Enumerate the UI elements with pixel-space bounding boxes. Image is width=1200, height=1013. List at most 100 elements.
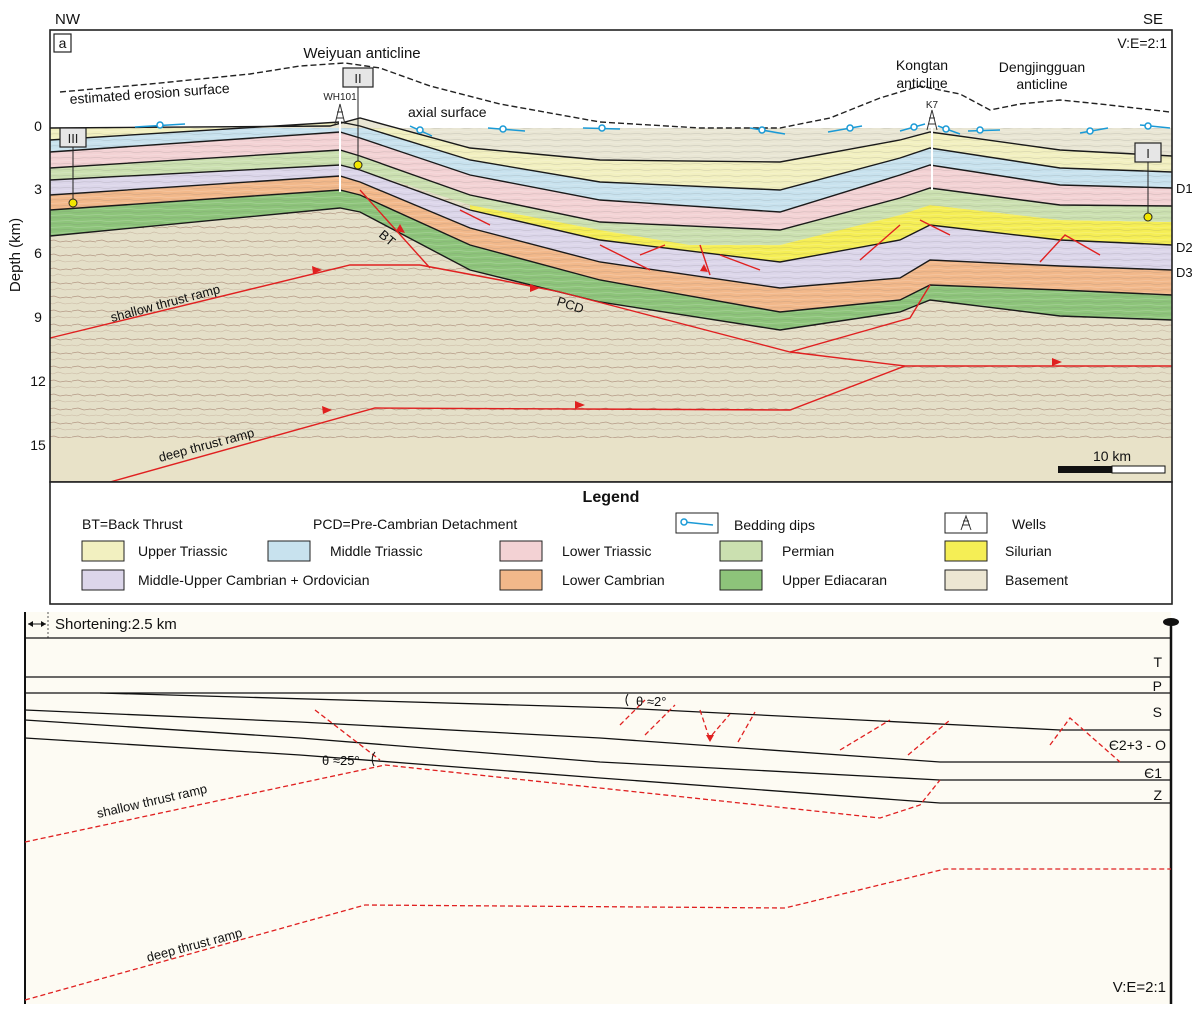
depth-axis-label: Depth (km) — [7, 218, 24, 292]
restored-deep-ramp — [24, 868, 1171, 1001]
marker-label-i: I — [1146, 146, 1150, 161]
nw-label: NW — [55, 11, 81, 28]
fault-lines — [49, 189, 1172, 483]
seismic-section-panel: WH101 K7 III II I Weiyuan anticline — [49, 11, 1193, 483]
theta-small-arc — [625, 693, 629, 707]
well-k7[interactable]: K7 — [926, 100, 939, 190]
legend-swatch-lower-triassic — [499, 540, 543, 562]
legend-wells: Wells — [944, 512, 1046, 534]
legend-label-basement: Basement — [1005, 572, 1068, 588]
panel-label-box — [53, 33, 72, 53]
scale-bar-label: 10 km — [1093, 448, 1131, 464]
restored-fault-arrow — [706, 735, 714, 742]
shallow-thrust-ramp-line — [49, 264, 420, 339]
unit-label-t: T — [1153, 654, 1162, 670]
well-wh101[interactable]: WH101 — [323, 92, 357, 192]
depth-tick-9: 9 — [34, 309, 42, 325]
restoration-panel: Shortening:2.5 km θ ≈2 — [24, 612, 1179, 1004]
legend-pcd-definition: PCD=Pre-Cambrian Detachment — [313, 516, 517, 532]
horizon-label-d2: D2 — [1176, 240, 1193, 255]
lower-basement-band — [50, 438, 1172, 482]
marker-ii[interactable]: II — [342, 67, 374, 170]
bedding-dip-symbols — [134, 121, 1171, 137]
well-label-wh101: WH101 — [323, 92, 357, 103]
pin-icon — [1163, 618, 1179, 626]
legend-bedding-dips: Bedding dips — [675, 512, 815, 534]
legend-label-permian: Permian — [782, 543, 834, 559]
panel-label: a — [59, 35, 67, 51]
horizon-label-d3: D3 — [1176, 265, 1193, 280]
legend-label-upper-ediacaran: Upper Ediacaran — [782, 572, 887, 588]
dengjingguan-label-line1: Dengjingguan — [999, 59, 1085, 75]
marker-label-ii: II — [354, 71, 361, 86]
restoration-ve-label: V:E=2:1 — [1113, 979, 1166, 996]
horizon-label-d1: D1 — [1176, 181, 1193, 196]
legend-label-silurian: Silurian — [1005, 543, 1052, 559]
legend-swatch-middle-upper-cambrian-ordovician — [81, 569, 125, 591]
fault-arrows — [312, 224, 1062, 414]
legend-swatch-basement — [944, 569, 988, 591]
dengjingguan-label-line2: anticline — [1016, 76, 1068, 92]
theta-large-label: θ ≈25° — [322, 753, 360, 768]
marker-point — [1143, 212, 1153, 222]
marker-i[interactable]: I — [1134, 142, 1162, 222]
shortening-arrow — [28, 621, 46, 627]
legend-bedding-dips-label: Bedding dips — [734, 517, 815, 533]
marker-label-iii: III — [68, 131, 79, 146]
well-icon — [334, 103, 346, 125]
scale-bar: 10 km — [1058, 448, 1166, 474]
theta-small-label: θ ≈2° — [636, 694, 666, 709]
marker-iii[interactable]: III — [59, 127, 87, 208]
legend-label-lower-cambrian: Lower Cambrian — [562, 572, 665, 588]
well-icon — [926, 109, 938, 131]
unit-label-c1: Є1 — [1144, 765, 1162, 781]
legend-swatch-lower-cambrian — [499, 569, 543, 591]
legend-label-middle-upper-cambrian-ordovician: Middle-Upper Cambrian + Ordovician — [138, 572, 370, 588]
pcd-line — [419, 264, 931, 353]
marker-point — [353, 160, 363, 170]
depth-tick-15: 15 — [30, 437, 46, 453]
marker-point — [68, 198, 78, 208]
legend-swatch-silurian — [944, 540, 988, 562]
well-label-k7: K7 — [926, 100, 939, 111]
strata-texture — [50, 128, 1172, 330]
restored-horizons — [24, 637, 1171, 804]
unit-label-p: P — [1153, 678, 1162, 694]
horizon-lines — [49, 117, 1173, 331]
theta-large-arc — [371, 751, 376, 767]
axial-surface-label: axial surface — [408, 104, 487, 120]
kongtan-label-line2: anticline — [896, 75, 948, 91]
se-label: SE — [1143, 11, 1163, 28]
depth-tick-6: 6 — [34, 245, 42, 261]
depth-tick-0: 0 — [34, 118, 42, 134]
unit-label-z: Z — [1153, 787, 1162, 803]
restored-shallow-ramp — [24, 764, 941, 843]
legend-label-upper-triassic: Upper Triassic — [138, 543, 227, 559]
legend-swatches: Upper Triassic Middle Triassic Lower Trias… — [81, 540, 1068, 591]
erosion-surface-line — [59, 62, 1171, 129]
legend-wells-label: Wells — [1012, 516, 1046, 532]
legend-swatch-upper-triassic — [81, 540, 125, 562]
depth-axis: Depth (km) 0 3 6 9 12 15 — [7, 118, 46, 453]
legend-panel: Legend BT=Back Thrust PCD=Pre-Cambrian D… — [49, 481, 1173, 605]
legend-well-icon — [960, 514, 972, 531]
vertical-exaggeration-label: V:E=2:1 — [1117, 35, 1167, 51]
unit-label-s: S — [1153, 704, 1162, 720]
kongtan-label-line1: Kongtan — [896, 57, 948, 73]
legend-swatch-middle-triassic — [267, 540, 311, 562]
legend-swatch-permian — [719, 540, 763, 562]
unit-label-cambrian-ordovician: Є2+3 - O — [1109, 737, 1166, 753]
sky-area — [50, 30, 1172, 128]
legend-bt-definition: BT=Back Thrust — [82, 516, 183, 532]
depth-tick-3: 3 — [34, 181, 42, 197]
legend-title: Legend — [583, 489, 640, 506]
legend-label-middle-triassic: Middle Triassic — [330, 543, 423, 559]
legend-swatch-upper-ediacaran — [719, 569, 763, 591]
depth-tick-12: 12 — [30, 373, 46, 389]
legend-label-lower-triassic: Lower Triassic — [562, 543, 651, 559]
shortening-label: Shortening:2.5 km — [55, 616, 177, 633]
deep-thrust-ramp-line — [109, 365, 906, 483]
back-thrust-line — [359, 189, 431, 269]
weiyuan-anticline-label: Weiyuan anticline — [303, 45, 420, 62]
